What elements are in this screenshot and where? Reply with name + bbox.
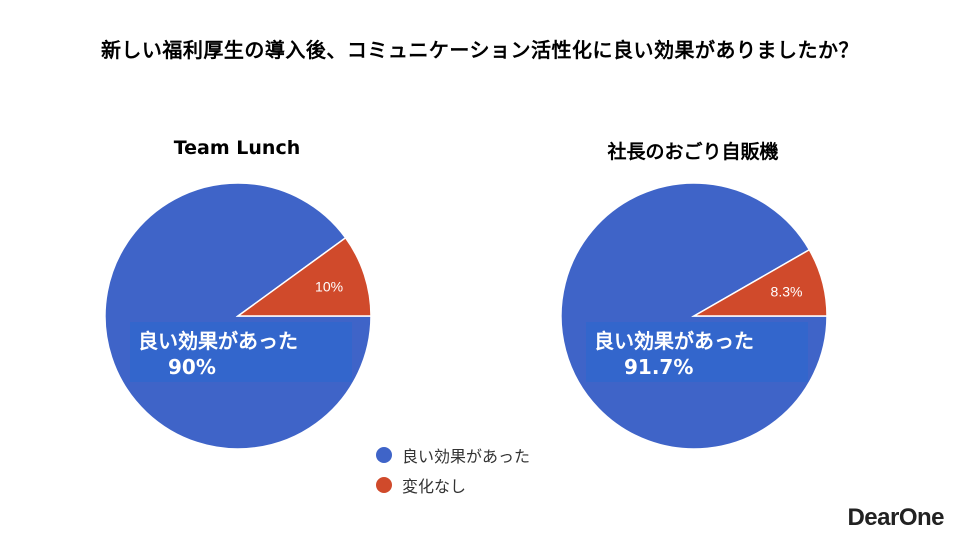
legend: 良い効果があった 変化なし — [376, 440, 530, 500]
callout-value: 91.7% — [624, 355, 694, 379]
legend-item-neutral: 変化なし — [376, 470, 530, 500]
chart-title-vending-machine: 社長のおごり自販機 — [607, 141, 779, 163]
pie-slice-neutral — [235, 236, 372, 317]
callout-value: 90% — [168, 355, 216, 379]
slide-title: 新しい福利厚生の導入後、コミュニケーション活性化に良い効果がありましたか？ — [100, 38, 860, 62]
callout-vending-machine: 良い効果があった 91.7% — [586, 322, 808, 382]
legend-label: 良い効果があった — [402, 447, 531, 466]
dearone-logo: DearOne — [847, 504, 944, 531]
callout-label: 良い効果があった — [138, 329, 298, 353]
callout-label: 良い効果があった — [594, 329, 754, 353]
legend-label: 変化なし — [402, 477, 467, 496]
pie-slice-neutral — [691, 248, 828, 317]
slice-label-neutral: 8.3% — [771, 283, 803, 299]
slice-label-neutral: 10% — [315, 278, 343, 294]
legend-item-positive: 良い効果があった — [376, 440, 530, 470]
legend-swatch-positive — [376, 447, 392, 463]
chart-title-team-lunch: Team Lunch — [173, 137, 301, 159]
callout-team-lunch: 良い効果があった 90% — [130, 322, 352, 382]
legend-swatch-neutral — [376, 477, 392, 493]
